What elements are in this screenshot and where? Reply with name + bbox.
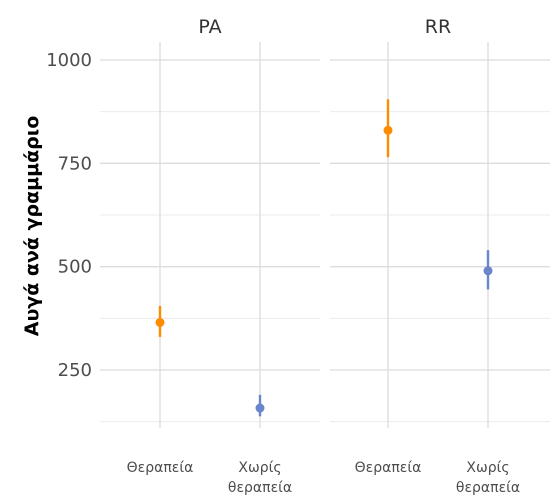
- data-point: [483, 266, 493, 276]
- x-tick-label-line: θεραπεία: [456, 480, 520, 496]
- x-tick-label-line: Θεραπεία: [127, 460, 194, 476]
- data-point: [255, 403, 265, 413]
- x-tick-label-line: Χωρίς: [466, 460, 509, 476]
- facet-label-pa: PA: [198, 16, 221, 38]
- x-tick-label: Χωρίς θεραπεία: [456, 460, 520, 496]
- x-tick-label: Θεραπεία: [127, 460, 194, 476]
- x-tick-label: Θεραπεία: [355, 460, 422, 476]
- y-tick-label: 1000: [46, 50, 92, 71]
- y-axis-label: Αυγά ανά γραμμάριο: [21, 116, 43, 336]
- data-point: [383, 125, 393, 135]
- x-tick-label-line: Χωρίς: [238, 460, 281, 476]
- facet-label-rr: RR: [425, 16, 451, 38]
- y-tick-label: 250: [58, 360, 92, 381]
- data-point: [155, 317, 165, 327]
- x-tick-label-line: θεραπεία: [228, 480, 292, 496]
- x-tick-label-line: Θεραπεία: [355, 460, 422, 476]
- y-tick-label: 750: [58, 153, 92, 174]
- x-tick-label: Χωρίς θεραπεία: [228, 460, 292, 496]
- y-tick-label: 500: [58, 257, 92, 278]
